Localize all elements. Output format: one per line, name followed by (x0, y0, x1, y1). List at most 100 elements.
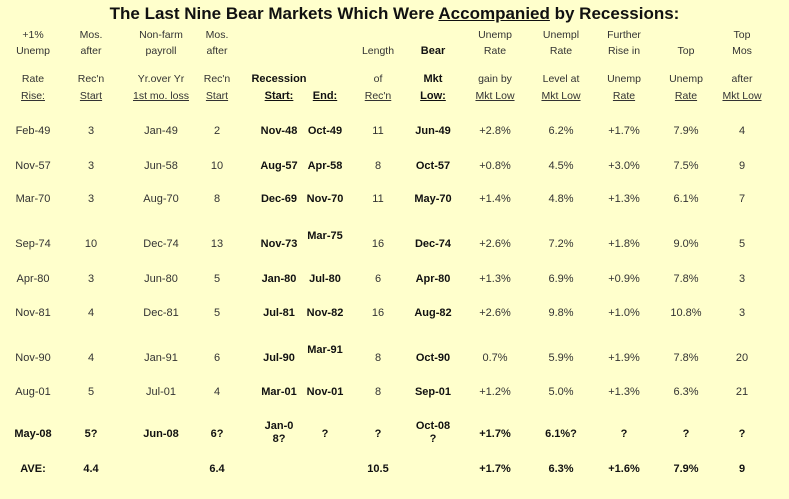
table-cell: Jul-80 (309, 273, 341, 285)
table-cell: Apr-80 (16, 273, 50, 285)
table-cell: Jul-81 (263, 307, 295, 319)
table-cell: +2.6% (479, 238, 511, 250)
table-cell: ? (682, 428, 690, 440)
table-cell: 10 (210, 160, 224, 172)
table-cell: Jan-91 (144, 352, 178, 364)
table-cell: 20 (735, 352, 749, 364)
table-cell: Sep-01 (414, 386, 452, 398)
table-cell: 6.2% (548, 125, 574, 137)
column-header-label: Start (205, 90, 229, 102)
column-header-label: gain by (478, 73, 512, 85)
table-cell: ? (374, 428, 382, 440)
table-cell: Nov-81 (15, 307, 51, 319)
table-cell: 3 (87, 193, 95, 205)
table-cell: AVE: (20, 463, 46, 475)
column-header-label: Low: (420, 90, 446, 102)
table-cell: 3 (87, 273, 95, 285)
column-header-label: Level at (542, 73, 580, 85)
table-cell: 6 (374, 273, 382, 285)
table-cell: 2 (213, 125, 221, 137)
table-cell: 5.0% (548, 386, 574, 398)
table-cell: 0.7% (482, 352, 508, 364)
table-cell: 5 (738, 238, 746, 250)
table-cell: 8 (374, 160, 382, 172)
table-cell: 7.9% (673, 125, 699, 137)
column-header-top: after (206, 45, 228, 57)
table-cell: +1.7% (479, 463, 511, 475)
table-cell: 7.5% (673, 160, 699, 172)
table-cell: Dec-74 (143, 238, 179, 250)
table-cell: 4 (87, 307, 95, 319)
table-cell: 4.8% (548, 193, 574, 205)
table-cell: Mar-70 (15, 193, 51, 205)
table-cell: 9.8% (548, 307, 574, 319)
table-cell: +2.8% (479, 125, 511, 137)
table-cell: Aug-57 (260, 160, 298, 172)
column-header-label: Unemp (669, 73, 703, 85)
column-header-top: payroll (145, 45, 177, 57)
table-cell: Dec-74 (414, 238, 452, 250)
table-cell: 6.1%? (545, 428, 577, 440)
table-cell: 9 (738, 463, 746, 475)
table-cell: 4.5% (548, 160, 574, 172)
table-cell: +1.3% (608, 386, 640, 398)
table-cell: 11 (372, 125, 384, 137)
table-cell: +0.9% (608, 273, 640, 285)
table-cell: +1.4% (479, 193, 511, 205)
column-header-top: Further (607, 29, 641, 41)
table-cell: 4 (738, 125, 746, 137)
table-cell: +1.7% (608, 125, 640, 137)
column-header-label: Mkt Low (722, 90, 762, 102)
table-cell: 7.8% (673, 352, 699, 364)
table-cell: Nov-73 (260, 238, 298, 250)
column-header-top: Top (733, 29, 751, 41)
table-cell: ? (321, 428, 329, 440)
column-header-top: Non-farm (139, 29, 183, 41)
table-cell: May-08 (14, 428, 52, 440)
column-header-label: End: (312, 90, 338, 102)
table-cell: Nov-57 (15, 160, 51, 172)
table-cell: 5? (84, 428, 98, 440)
table-cell: 3 (87, 125, 95, 137)
column-header-label: Rate (612, 90, 636, 102)
column-header-label: after (731, 73, 753, 85)
table-cell: Apr-80 (415, 273, 451, 285)
table-cell: +1.2% (479, 386, 511, 398)
table-cell: 3 (738, 273, 746, 285)
table-cell: Jan-49 (144, 125, 178, 137)
table-cell: +1.7% (479, 428, 511, 440)
table-cell: Nov-01 (306, 386, 344, 398)
column-header-label: Rise: (21, 90, 45, 102)
column-header-label: Mkt (423, 73, 443, 85)
table-cell: ? (738, 428, 746, 440)
table-cell: Mar-75 (307, 230, 343, 242)
column-header-top: +1% (22, 29, 44, 41)
table-cell: Jun-08 (143, 428, 179, 440)
table-cell: Nov-82 (306, 307, 344, 319)
column-header-label: Recession (251, 73, 307, 85)
table-cell: Sep-74 (15, 238, 51, 250)
table-cell: Oct-90 (415, 352, 451, 364)
table-cell: Oct-49 (307, 125, 343, 137)
column-header-top: Rate (483, 45, 507, 57)
table-cell: Aug-70 (143, 193, 179, 205)
table-cell: 7.2% (548, 238, 574, 250)
column-header-label: Mkt Low (475, 90, 515, 102)
column-header-top: Rise in (607, 45, 641, 57)
table-cell: 10.8% (670, 307, 702, 319)
column-header-top: Unemp (16, 45, 50, 57)
table-cell: 6.3% (548, 463, 574, 475)
table-cell: Jan-80 (261, 273, 297, 285)
column-header-top: Length (361, 45, 395, 57)
table-cell: +1.3% (479, 273, 511, 285)
column-header-label: Rec'n (77, 73, 105, 85)
table-cell: +1.3% (608, 193, 640, 205)
table-cell: +1.0% (608, 307, 640, 319)
table-cell: Nov-90 (15, 352, 51, 364)
table-cell: Mar-01 (261, 386, 297, 398)
table-cell: Aug-01 (15, 386, 51, 398)
table-cell: +1.8% (608, 238, 640, 250)
table-cell: Aug-82 (414, 307, 452, 319)
table-cell: 8 (374, 352, 382, 364)
table-cell: 6.4 (209, 463, 225, 475)
